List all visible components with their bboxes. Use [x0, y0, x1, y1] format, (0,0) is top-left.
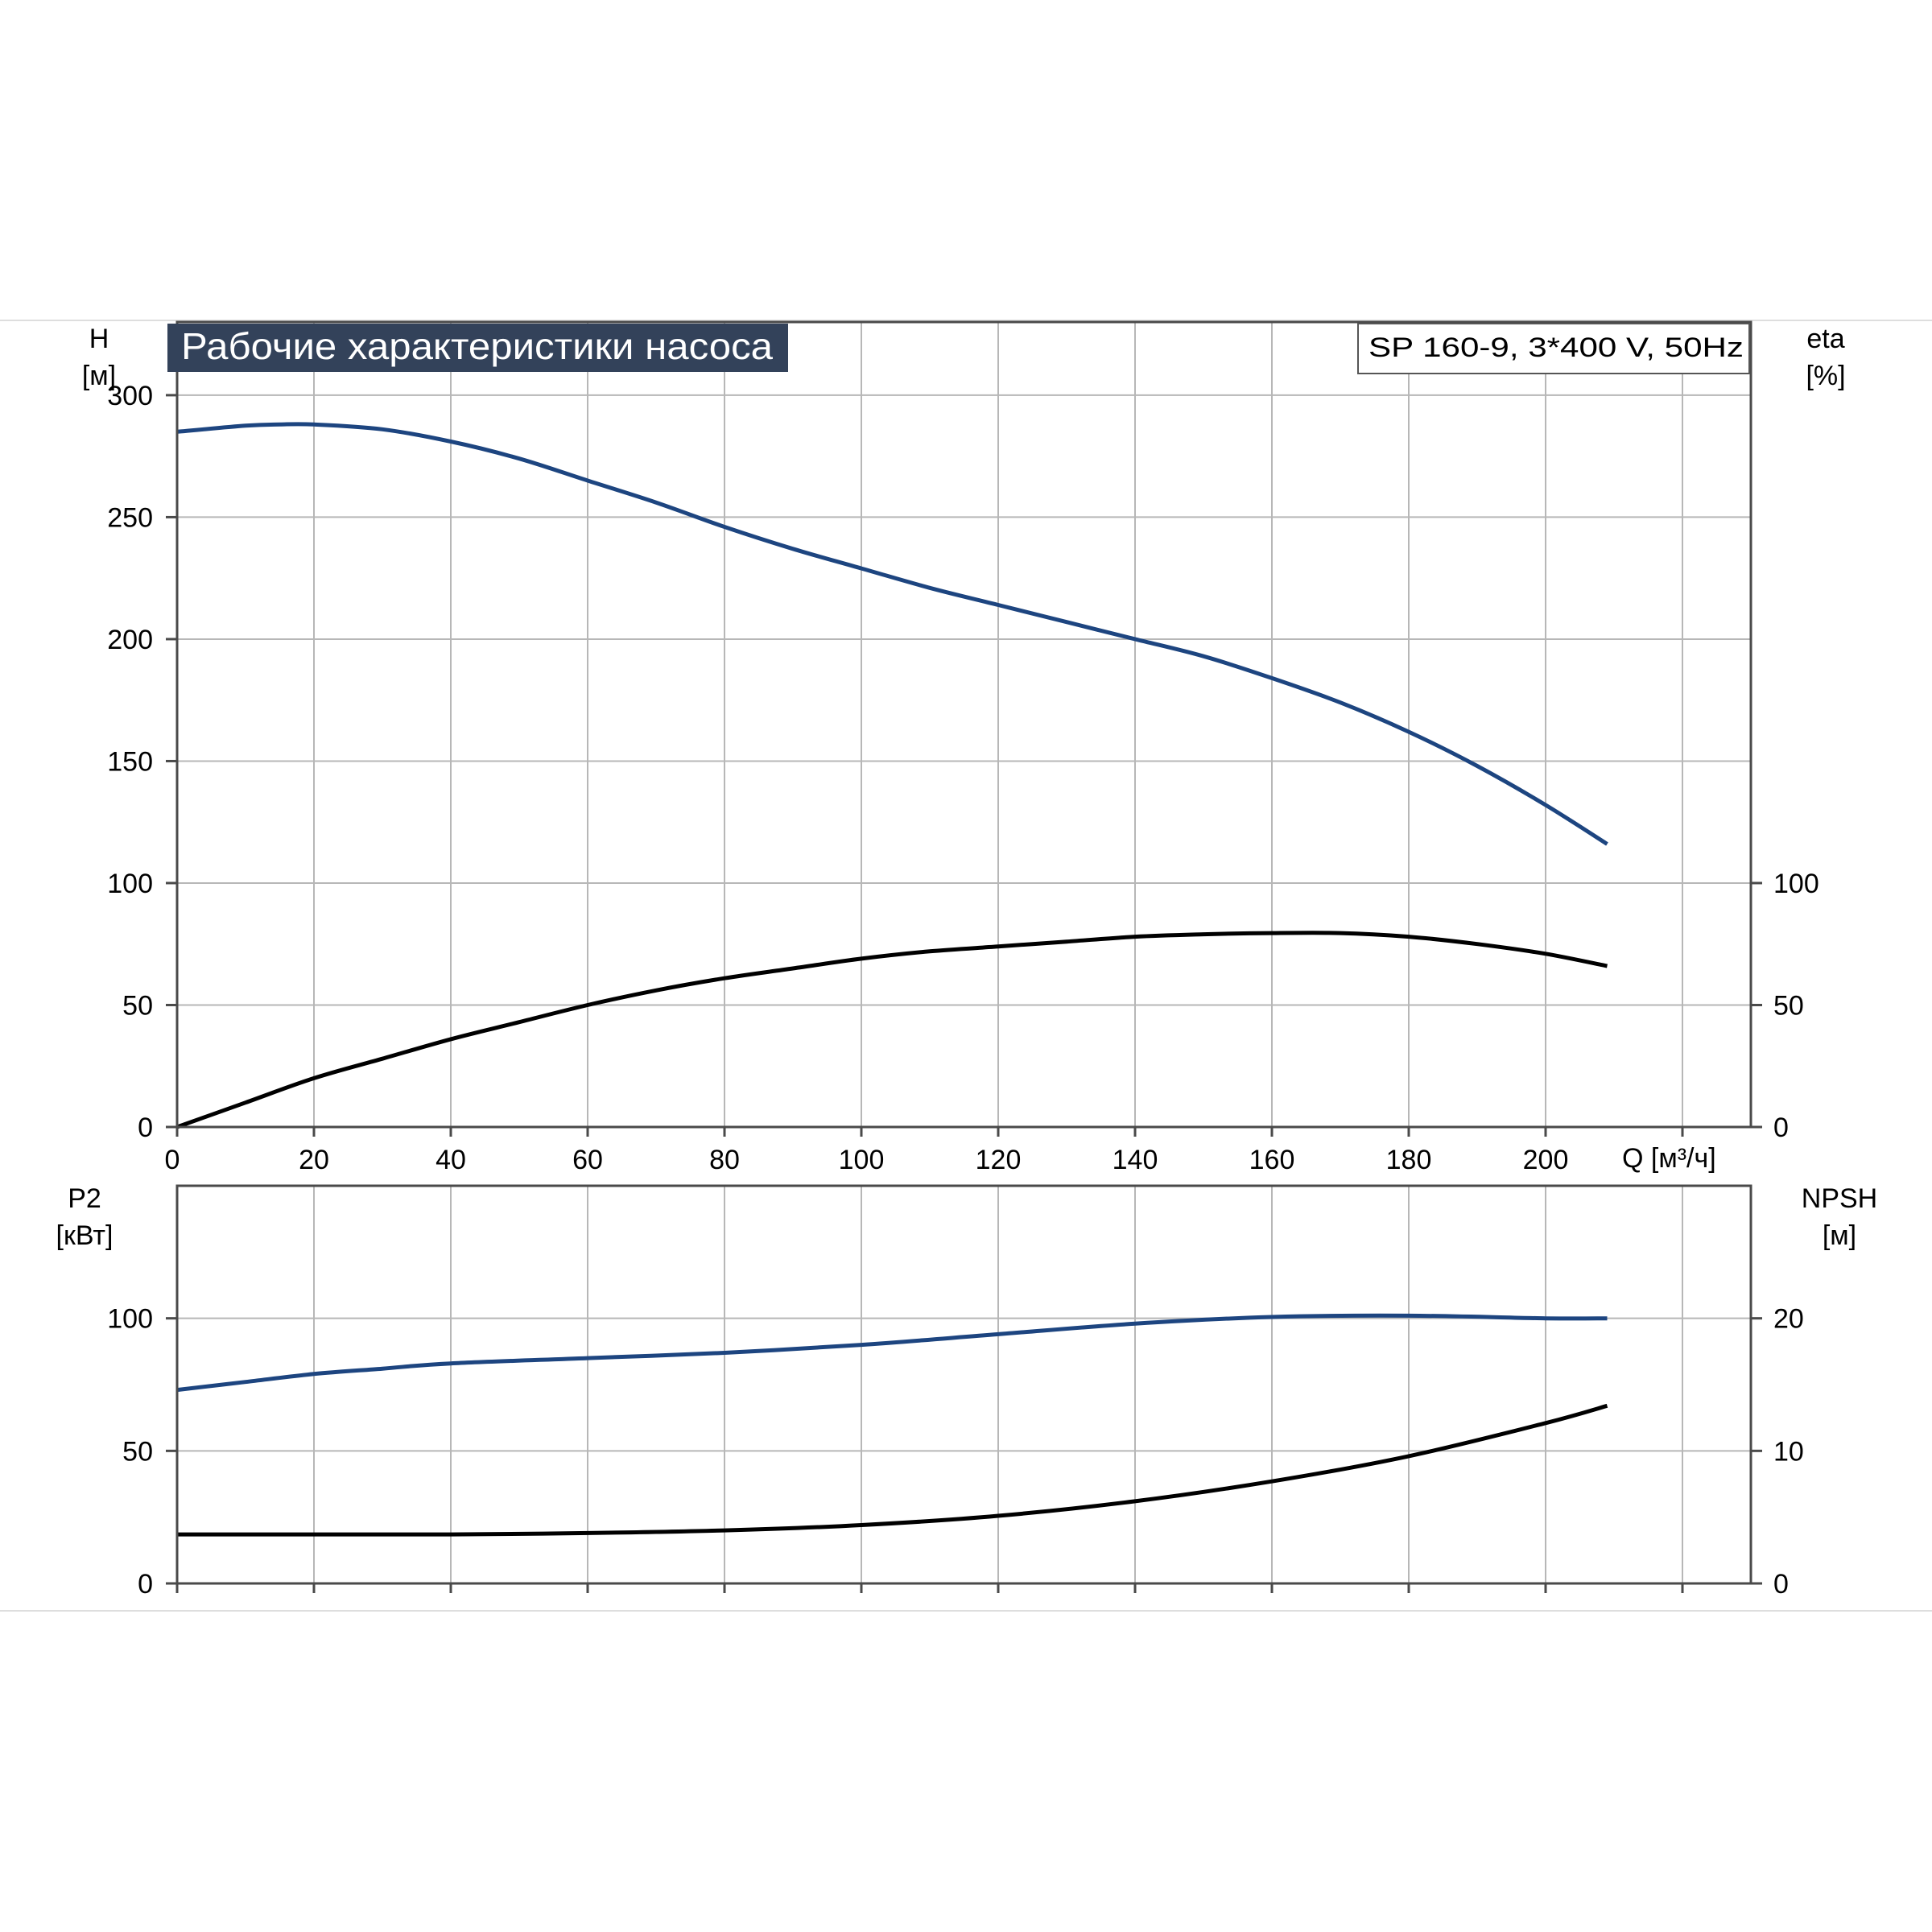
left-tick-label: 150	[107, 746, 153, 777]
x-tick-label: 180	[1386, 1145, 1432, 1175]
x-tick-label: 100	[839, 1145, 885, 1175]
h-axis-unit: [м]	[82, 361, 116, 391]
bottom-series-line-1	[176, 1403, 1608, 1537]
left-tick-label: 0	[138, 1113, 153, 1143]
right-tick-label: 20	[1773, 1304, 1804, 1335]
h-axis-label: H	[89, 324, 109, 354]
top-panel: 0 50 100 150 200 250 300 0 50 100 0 20 40 60 80 100 120 1…	[82, 320, 1846, 1175]
x-tick-label: 40	[436, 1145, 466, 1175]
top-series-line-0	[176, 422, 1608, 846]
left-tick-label: 0	[138, 1569, 153, 1600]
left-tick-label: 50	[122, 1436, 153, 1467]
eta-axis-label: eta	[1806, 324, 1844, 354]
top-ticks: 0 50 100 150 200 250 300 0 50 100 0 20 40 60 80 100 120 1…	[107, 381, 1818, 1175]
x-tick-label: 120	[976, 1145, 1022, 1175]
x-tick-label: 60	[572, 1145, 603, 1175]
q-axis-unit-label: Q [м³/ч]	[1622, 1143, 1716, 1174]
title-badge	[167, 324, 788, 372]
left-tick-label: 50	[122, 990, 153, 1021]
x-tick-label: 20	[299, 1145, 329, 1175]
npsh-axis-unit: [м]	[1823, 1220, 1856, 1251]
left-tick-label: 300	[107, 381, 153, 411]
top-grid	[176, 322, 1751, 1128]
npsh-axis-label: NPSH	[1802, 1183, 1877, 1214]
right-tick-label: 50	[1773, 990, 1804, 1021]
bottom-ticks: 0 50 100 0 10 20	[107, 1304, 1804, 1600]
x-tick-label: 200	[1523, 1145, 1569, 1175]
x-tick-label: 160	[1249, 1145, 1295, 1175]
bottom-series-line-0	[176, 1313, 1608, 1393]
model-label-box	[1357, 323, 1750, 374]
bottom-series	[176, 1313, 1608, 1537]
right-tick-label: 0	[1773, 1569, 1789, 1600]
left-tick-label: 200	[107, 625, 153, 655]
top-series-line-1	[176, 931, 1608, 1129]
top-plot-frame	[175, 320, 1752, 1129]
x-tick-label: 80	[709, 1145, 740, 1175]
top-series	[176, 422, 1608, 1129]
left-tick-label: 100	[107, 869, 153, 899]
bottom-panel: 0 50 100 0 10 20 P2 [кВт] NPSH [м]	[56, 1183, 1878, 1600]
left-tick-label: 250	[107, 502, 153, 533]
x-tick-label: 140	[1113, 1145, 1158, 1175]
p2-axis-label: P2	[68, 1183, 101, 1214]
right-tick-label: 100	[1773, 869, 1819, 899]
bottom-plot-frame	[175, 1184, 1752, 1585]
left-tick-label: 100	[107, 1304, 153, 1335]
right-tick-label: 0	[1773, 1113, 1789, 1143]
right-tick-label: 10	[1773, 1436, 1804, 1467]
eta-axis-unit: [%]	[1806, 361, 1845, 391]
x-tick-label: 0	[165, 1145, 180, 1175]
model-label-text: SP 160-9, 3*400 V, 50Hz	[1368, 332, 1744, 363]
title-badge-text: Рабочие характеристики насоса	[181, 325, 773, 367]
p2-axis-unit: [кВт]	[56, 1220, 114, 1251]
